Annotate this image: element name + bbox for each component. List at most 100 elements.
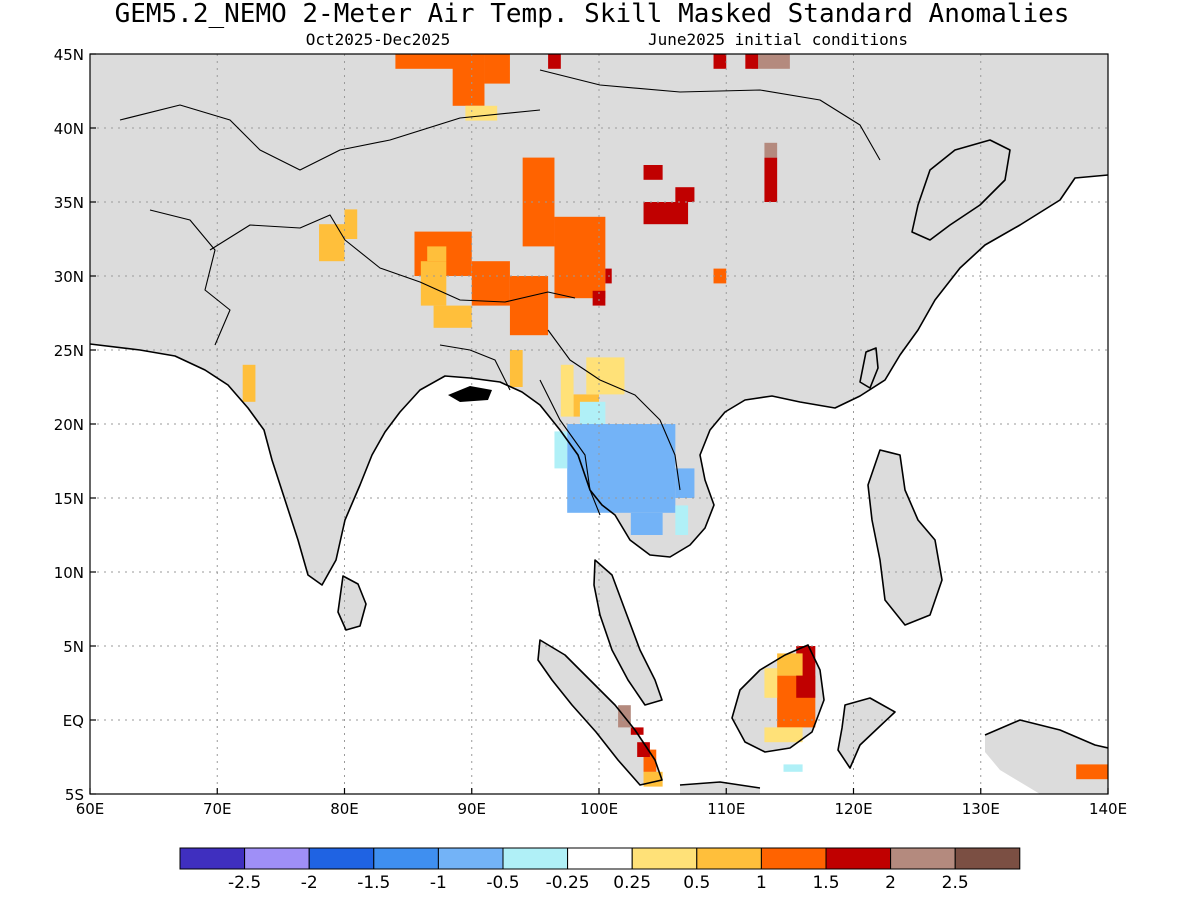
anomaly-cell <box>713 268 727 284</box>
y-tick-label: 10N <box>54 564 84 582</box>
colorbar-swatch <box>954 847 1021 870</box>
colorbar-swatch <box>890 847 956 870</box>
map-init-label: June2025 initial conditions <box>648 30 908 49</box>
anomaly-cell <box>465 105 498 121</box>
anomaly-cell <box>554 431 568 469</box>
indochina-border <box>547 329 681 491</box>
colorbar-swatch <box>696 847 762 870</box>
japan-coastline <box>911 139 1011 241</box>
x-tick-label: 80E <box>330 800 359 818</box>
mongolia-border <box>539 69 881 161</box>
anomaly-cells <box>242 54 1108 787</box>
colorbar-swatch <box>502 847 569 870</box>
anomaly-cell <box>675 187 695 202</box>
colorbar-label: -2.5 <box>228 873 261 893</box>
colorbar-swatch <box>631 847 698 870</box>
x-tick-label: 110E <box>707 800 745 818</box>
anomaly-cell <box>471 261 510 306</box>
colorbar-label: 0.25 <box>613 873 651 893</box>
new-guinea-coastline <box>984 719 1108 749</box>
anomaly-cell <box>764 157 778 202</box>
anomaly-cell <box>751 54 790 69</box>
anomaly-cell <box>452 54 485 106</box>
anomaly-cell <box>713 54 727 69</box>
x-tick-label: 60E <box>76 800 105 818</box>
colorbar-label: 2 <box>885 873 896 893</box>
sulawesi-landmass <box>838 698 895 768</box>
country-borders <box>119 69 881 516</box>
anomaly-cell <box>579 401 606 424</box>
anomaly-cell <box>643 202 689 225</box>
anomaly-cell <box>420 261 447 306</box>
ganges-delta-mark <box>448 386 492 402</box>
colorbar-swatch <box>179 847 246 870</box>
colorbar-swatch <box>760 847 827 870</box>
anomaly-cell <box>319 224 345 262</box>
anomaly-cell <box>509 350 523 387</box>
colorbar-label: 1.5 <box>812 873 839 893</box>
x-tick-label: 70E <box>203 800 232 818</box>
coastlines <box>90 139 1108 789</box>
colorbar-swatch <box>825 847 892 870</box>
y-axis: 45N 40N 35N 30N 25N 20N 15N 10N 5N EQ 5S <box>54 46 96 804</box>
anomaly-cell <box>1076 764 1108 780</box>
anomaly-cell <box>764 668 778 698</box>
x-tick-label: 120E <box>834 800 872 818</box>
anomaly-cell <box>764 727 803 743</box>
y-tick-label: 5N <box>63 638 84 656</box>
central-asia-border <box>119 104 541 171</box>
colorbar-label: 1 <box>756 873 767 893</box>
x-tick-label: 100E <box>580 800 618 818</box>
anomaly-cell <box>592 290 606 306</box>
malay-peninsula-landmass <box>594 560 662 705</box>
malay-peninsula-coastline <box>593 559 663 706</box>
x-axis: 60E 70E 80E 90E 100E 110E 120E 130E 140E <box>76 788 1127 818</box>
anomaly-cell <box>745 54 759 69</box>
y-tick-label: 40N <box>54 120 84 138</box>
taiwan-coastline <box>859 347 879 389</box>
anomaly-cell <box>554 216 606 299</box>
myanmar-thailand-border <box>539 379 601 516</box>
philippines-coastline <box>867 449 943 626</box>
sumatra-landmass <box>538 640 662 785</box>
colorbar-swatch <box>373 847 439 870</box>
x-tick-label: 90E <box>457 800 486 818</box>
anomaly-cell <box>433 305 472 328</box>
sri-lanka-landmass <box>338 576 366 630</box>
anomaly-cell <box>509 276 549 336</box>
colorbar-labels: -2.5 -2 -1.5 -1 -0.5 -0.25 0.25 0.5 1 1.5 2 2.5 <box>228 873 969 893</box>
asia-mainland-landmass <box>90 54 1108 585</box>
colorbar-label: -0.5 <box>486 873 519 893</box>
java-coastline <box>679 781 761 789</box>
sumatra-coastline <box>537 639 663 786</box>
anomaly-cell <box>427 246 447 262</box>
anomaly-cell <box>783 764 803 772</box>
y-tick-label: 5S <box>65 786 84 804</box>
colorbar-label: 2.5 <box>942 873 969 893</box>
anomaly-cell <box>643 165 663 180</box>
colorbar-label: 0.5 <box>683 873 710 893</box>
x-tick-label: 140E <box>1089 800 1127 818</box>
map-period-label: Oct2025-Dec2025 <box>306 30 451 49</box>
y-tick-label: 30N <box>54 268 84 286</box>
colorbar-label: -1 <box>430 873 447 893</box>
anomaly-cell <box>484 54 510 84</box>
anomaly-cell <box>242 364 256 402</box>
anomaly-cell <box>395 54 466 69</box>
anomaly-cell <box>344 209 358 239</box>
y-tick-label: 35N <box>54 194 84 212</box>
colorbar-label: -2 <box>301 873 318 893</box>
colorbar-swatch <box>437 847 504 870</box>
colorbar-swatch <box>244 847 310 870</box>
y-tick-label: 20N <box>54 416 84 434</box>
anomaly-cell <box>630 727 644 735</box>
colorbar-swatch <box>567 847 633 870</box>
himalaya-border <box>209 214 576 303</box>
y-tick-label: 45N <box>54 46 84 64</box>
india-bangladesh-border <box>439 344 511 391</box>
map-gridlines <box>90 54 1108 794</box>
y-tick-label: EQ <box>63 712 84 730</box>
borneo-coastline <box>731 644 825 753</box>
anomaly-cell <box>675 505 689 535</box>
